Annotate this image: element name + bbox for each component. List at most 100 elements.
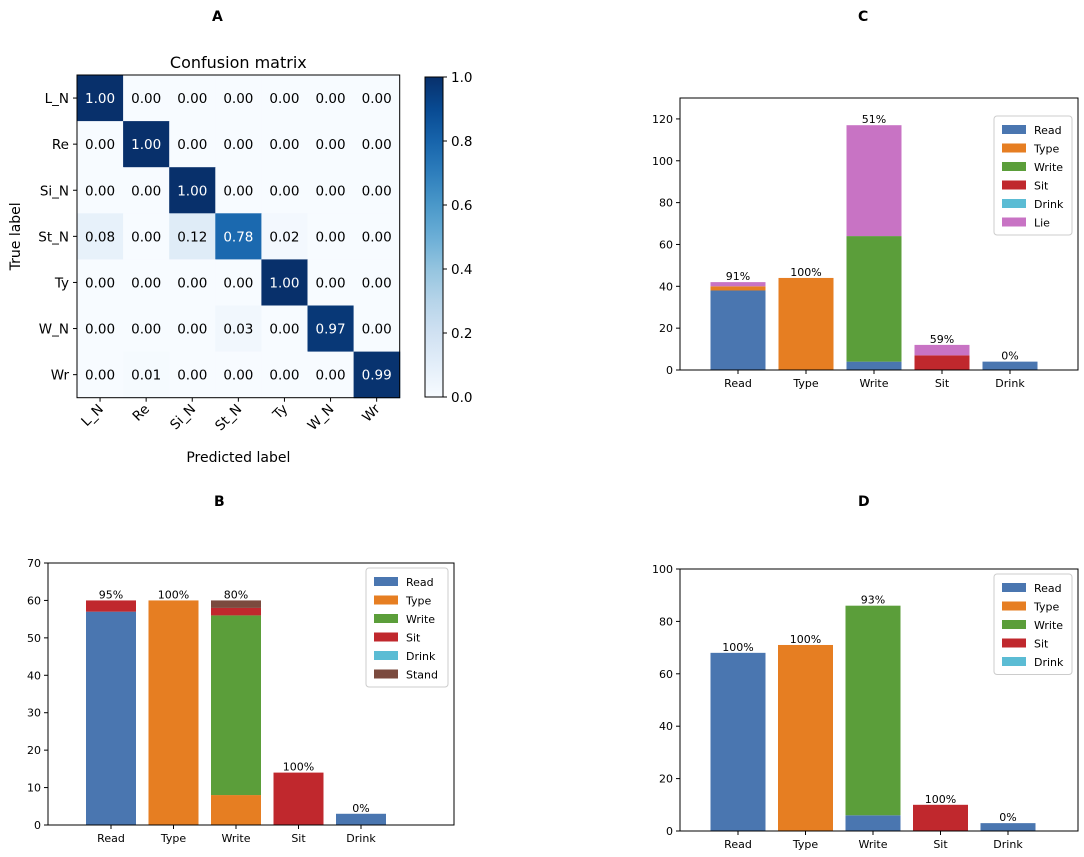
heatmap-cell: [123, 121, 170, 168]
bar-segment: [846, 236, 902, 362]
cell-label: 0.00: [362, 322, 392, 338]
y-tick-label: 0: [666, 364, 673, 377]
colorbar-tick-label: 0.2: [451, 326, 472, 342]
x-tick-label: Sit: [933, 838, 948, 851]
x-tick-label: Type: [792, 377, 818, 390]
x-tick-label: Sit: [935, 377, 950, 390]
cell-label: 0.00: [316, 229, 346, 245]
y-tick-label: 70: [27, 557, 41, 570]
x-tick-label: Read: [724, 838, 752, 851]
y-tick-label: 0: [34, 819, 41, 832]
heatmap-cell: [307, 167, 355, 214]
bar-label: 100%: [722, 641, 753, 654]
y-tick-label: L_N: [45, 91, 69, 107]
x-tick-label: Sit: [291, 832, 306, 845]
cell-label: 0.00: [316, 183, 346, 199]
legend-label: Lie: [1034, 217, 1050, 230]
colorbar-tick-label: 0.0: [451, 390, 472, 406]
cell-label: 0.99: [362, 368, 392, 384]
colorbar-tick-label: 0.6: [451, 198, 472, 214]
y-axis-label: True label: [8, 202, 24, 271]
x-tick-label: Re: [130, 401, 153, 424]
x-axis-label: Predicted label: [186, 450, 290, 466]
y-tick-label: Wr: [51, 368, 70, 384]
x-tick-label: Type: [160, 832, 186, 845]
legend-swatch: [1002, 125, 1026, 134]
cell-label: 1.00: [85, 91, 115, 107]
panel-b-letter: B: [214, 494, 225, 510]
cell-label: 0.00: [316, 137, 346, 153]
legend-label: Drink: [406, 650, 436, 663]
legend-swatch: [374, 669, 398, 679]
cell-label: 0.08: [85, 229, 115, 245]
bar-segment: [86, 600, 136, 612]
heatmap-cell: [169, 167, 216, 214]
heatmap-cell: [307, 75, 355, 122]
stacked-bar-chart-c: 91% Read 100% Type 51% Write 59% Sit 0% Drink 0 20 4…: [652, 97, 1079, 390]
bar-segment: [778, 277, 834, 370]
cell-label: 0.00: [131, 229, 161, 245]
cell-label: 0.01: [131, 368, 161, 384]
cell-label: 0.97: [316, 322, 346, 338]
legend-label: Type: [405, 595, 431, 608]
heatmap-cell: [261, 259, 308, 306]
y-tick-label: 60: [659, 668, 673, 681]
heatmap-cell: [307, 351, 355, 399]
heatmap-cell: [215, 75, 262, 122]
heatmap-cell: [307, 305, 355, 353]
cell-label: 0.00: [362, 229, 392, 245]
cell-label: 1.00: [131, 137, 161, 153]
x-tick-label: Write: [859, 377, 888, 390]
heatmap-cell: [307, 213, 355, 260]
legend-swatch: [1002, 217, 1026, 227]
y-tick-label: 20: [27, 744, 41, 757]
cell-label: 0.00: [177, 368, 207, 384]
x-tick-label: Drink: [995, 377, 1025, 390]
heatmap-cell: [353, 121, 401, 168]
y-tick-label: 0: [666, 825, 673, 838]
heatmap-cell: [215, 259, 262, 306]
bar-label: 91%: [726, 270, 750, 283]
cell-label: 0.00: [85, 368, 115, 384]
y-tick-label: 60: [659, 238, 673, 251]
bar-label: 59%: [930, 333, 954, 346]
x-tick-label: Write: [221, 832, 250, 845]
heatmap-cell: [261, 75, 308, 122]
bar-segment: [846, 361, 902, 370]
y-tick-label: 80: [659, 197, 673, 210]
heatmap-cell: [353, 75, 401, 122]
heatmap-cell: [123, 167, 170, 214]
legend-swatch: [374, 595, 398, 605]
bar-segment: [982, 361, 1038, 370]
legend-swatch: [1002, 162, 1026, 171]
cell-label: 1.00: [269, 275, 299, 291]
y-tick-label: 100: [652, 155, 673, 168]
cell-label: 0.00: [269, 183, 299, 199]
heatmap-cell: [123, 305, 170, 353]
cell-label: 0.00: [316, 368, 346, 384]
bar-label: 100%: [158, 588, 189, 601]
heatmap-cell: [169, 75, 216, 122]
cell-label: 0.00: [269, 137, 299, 153]
y-tick-label: 120: [652, 113, 673, 126]
y-tick-label: 40: [27, 669, 41, 682]
x-tick-label: Read: [724, 377, 752, 390]
cell-label: 0.00: [316, 91, 346, 107]
bar-segment: [980, 823, 1036, 831]
legend-label: Drink: [1034, 198, 1064, 211]
heatmap-cell: [77, 167, 124, 214]
heatmap-cell: [261, 213, 308, 260]
colorbar: [424, 76, 444, 398]
x-tick-label: Si_N: [167, 401, 199, 433]
heatmap-cell: [261, 351, 308, 399]
bar-segment: [710, 286, 766, 291]
legend-label: Read: [1034, 124, 1062, 137]
bar-segment: [710, 290, 766, 370]
cell-label: 0.00: [85, 275, 115, 291]
legend-label: Sit: [406, 632, 421, 645]
bar-segment: [211, 600, 261, 608]
bar-segment: [336, 813, 386, 825]
panel-d-letter: D: [858, 494, 870, 510]
chart-title: Confusion matrix: [170, 53, 307, 72]
legend-swatch: [1002, 199, 1026, 208]
